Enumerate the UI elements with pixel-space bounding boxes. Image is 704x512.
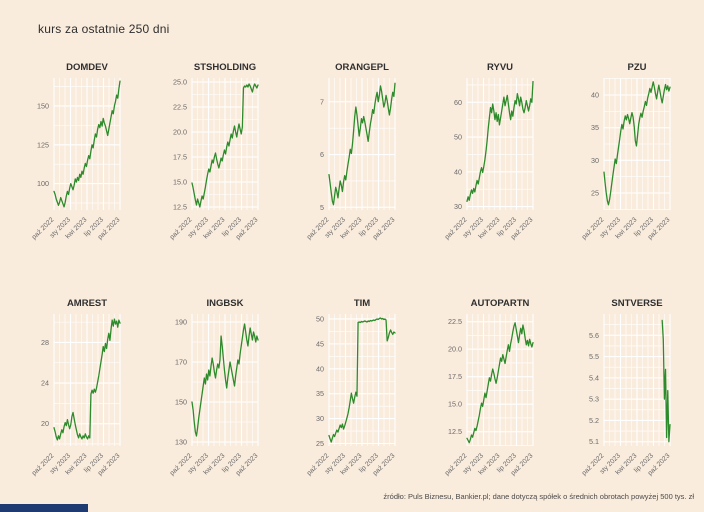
y-tick-label: 190 [175,318,187,327]
y-tick-label: 20.0 [173,128,187,137]
y-tick-label: 12.5 [173,203,187,212]
price-line [53,318,121,441]
panel-title: STSHOLDING [193,62,255,73]
y-tick-label: 40 [316,364,324,373]
price-line [190,83,259,208]
y-tick-label: 15.0 [173,178,187,187]
chart-cell-domdev: DOMDEV 100 125 150 paź 2022 sty 2023 kwi 2023 l… [8,56,146,265]
panel-title: ORANGEPL [335,62,389,73]
panel-title: PZU [628,62,647,73]
panel-title: AMREST [67,298,107,309]
y-tick-label: 5.3 [589,395,599,404]
y-tick-label: 5.2 [589,416,599,425]
brand-bar [0,504,88,512]
charts-grid-row-1: DOMDEV 100 125 150 paź 2022 sty 2023 kwi 2023 l… [8,56,696,260]
y-tick-label: 170 [175,358,187,367]
y-tick-label: 22.5 [448,317,462,326]
y-tick-label: 30 [591,156,599,165]
price-line [466,322,534,444]
panel-title: SNTVERSE [612,298,663,309]
page-title: kurs za ostatnie 250 dni [38,22,170,36]
y-tick-label: 5.4 [589,373,599,382]
panel-title: DOMDEV [66,62,108,73]
chart-cell-pzu: PZU 25 30 35 40 paź 2022 sty 2023 kwi 2023 lip 2… [558,56,696,265]
y-tick-label: 20.0 [448,345,462,354]
panel-title: AUTOPARTN [470,298,529,309]
y-tick-label: 45 [316,339,324,348]
chart-cell-autopartn: AUTOPARTN 12.5 15.0 17.5 20.0 22.5 paź 2022 sty… [421,292,559,501]
price-line [603,81,672,206]
y-tick-label: 5 [320,203,324,212]
y-tick-label: 28 [41,338,49,347]
panel-title: RYVU [487,62,513,73]
y-tick-label: 30 [316,414,324,423]
y-tick-label: 40 [591,90,599,99]
y-tick-label: 130 [175,438,187,447]
chart-cell-tim: TIM 25 30 35 40 45 50 paź 2022 sty 2023 kwi 2023 l… [283,292,421,501]
y-tick-label: 20 [41,419,49,428]
y-tick-label: 100 [37,179,49,188]
chart-cell-ryvu: RYVU 30 40 50 60 paź 2022 sty 2023 kwi 2023 lip … [421,56,559,265]
y-tick-label: 5.5 [589,352,599,361]
panel-title: INGBSK [206,298,243,309]
chart-cell-ingbsk: INGBSK 130 150 170 190 paź 2022 sty 2023 kwi 20… [146,292,284,501]
y-tick-label: 17.5 [173,153,187,162]
y-tick-label: 5.6 [589,331,599,340]
price-line [53,80,121,208]
y-tick-label: 25.0 [173,78,187,87]
y-tick-label: 12.5 [448,427,462,436]
y-tick-label: 7 [320,97,324,106]
price-line [190,323,259,437]
y-tick-label: 35 [316,389,324,398]
y-tick-label: 40 [454,167,462,176]
price-line [661,319,672,443]
y-tick-label: 30 [454,202,462,211]
y-tick-label: 5.1 [589,437,599,446]
y-tick-label: 17.5 [448,372,462,381]
price-line [328,82,396,206]
y-tick-label: 24 [41,379,49,388]
price-line [328,317,396,443]
source-caption: źródło: Puls Biznesu, Bankier.pl; dane d… [383,492,694,501]
y-tick-label: 15.0 [448,400,462,409]
chart-cell-sntverse: SNTVERSE 5.1 5.2 5.3 5.4 5.5 5.6 paź 2022 sty 20… [558,292,696,501]
y-tick-label: 150 [37,101,49,110]
y-tick-label: 60 [454,98,462,107]
y-tick-label: 50 [316,314,324,323]
y-tick-label: 50 [454,133,462,142]
chart-cell-orangepl: ORANGEPL 5 6 7 paź 2022 sty 2023 kwi 2023 lip 2… [283,56,421,265]
chart-cell-stsholding: STSHOLDING 12.5 15.0 17.5 20.0 22.5 25.0 paź 20… [146,56,284,265]
y-tick-label: 150 [175,398,187,407]
y-tick-label: 35 [591,123,599,132]
y-tick-label: 25 [316,439,324,448]
chart-cell-amrest: AMREST 20 24 28 paź 2022 sty 2023 kwi 2023 lip … [8,292,146,501]
y-tick-label: 25 [591,189,599,198]
panel-title: TIM [354,298,370,309]
price-line [466,80,534,202]
charts-grid-row-2: AMREST 20 24 28 paź 2022 sty 2023 kwi 2023 lip … [8,292,696,496]
y-tick-label: 6 [320,150,324,159]
y-tick-label: 125 [37,140,49,149]
y-tick-label: 22.5 [173,103,187,112]
